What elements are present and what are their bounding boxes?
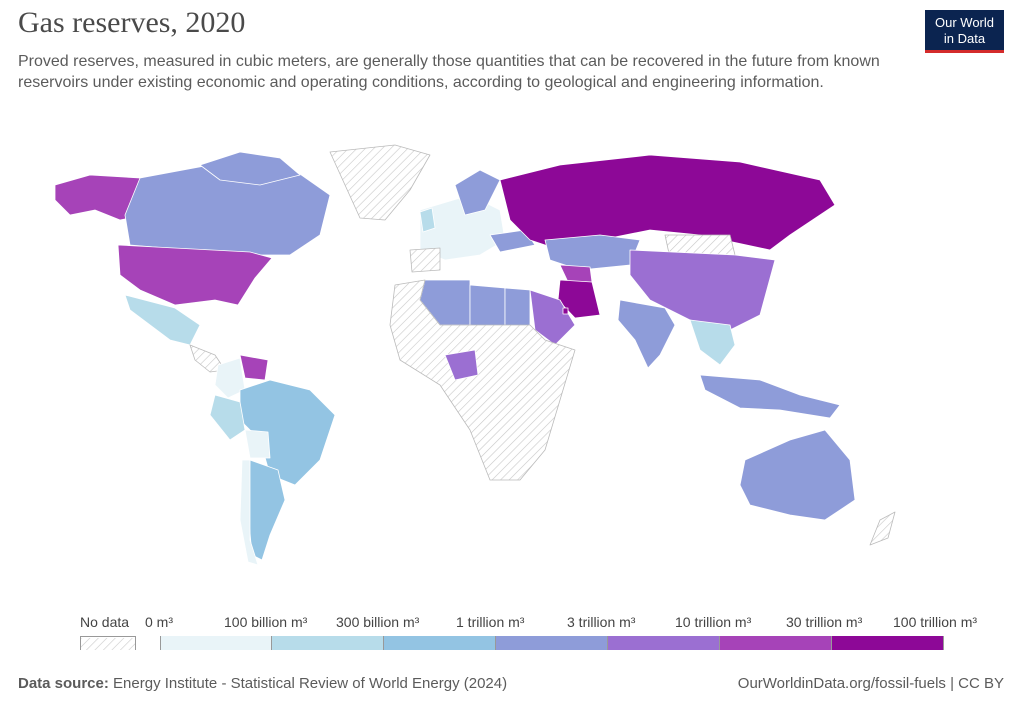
legend-tick-3: 1 trillion m³ (456, 614, 525, 630)
legend-tick-2: 300 billion m³ (336, 614, 420, 630)
ukraine-region (489, 229, 536, 253)
source-url[interactable]: OurWorldinData.org/fossil-fuels | CC BY (737, 675, 1004, 692)
legend-tick-5: 10 trillion m³ (675, 614, 752, 630)
egypt-region (504, 287, 531, 331)
iberia-region (409, 247, 441, 273)
nigeria-region (444, 349, 479, 381)
legend-bin-0[interactable] (160, 636, 272, 650)
africa-no-data-region (389, 279, 576, 481)
world-map[interactable] (0, 140, 1024, 580)
southeast-asia-region (689, 319, 736, 366)
kazakhstan-region (544, 234, 641, 271)
data-source: Data source: Energy Institute - Statisti… (18, 675, 507, 692)
saudi-arabia-region (529, 289, 576, 346)
greenland-region (329, 144, 431, 221)
owid-logo[interactable]: Our World in Data (925, 10, 1004, 53)
logo-line-2: in Data (943, 31, 986, 46)
legend-tick-1: 100 billion m³ (224, 614, 308, 630)
legend-tick-4: 3 trillion m³ (567, 614, 636, 630)
russia-region (499, 154, 836, 251)
argentina-region (247, 459, 286, 561)
venezuela-region (239, 354, 269, 381)
legend-tick-6: 30 trillion m³ (786, 614, 863, 630)
legend-bin-4[interactable] (608, 636, 720, 650)
chart-subtitle: Proved reserves, measured in cubic meter… (18, 53, 880, 91)
data-source-label: Data source: (18, 675, 109, 692)
legend-bin-2[interactable] (384, 636, 496, 650)
legend-no-data-swatch (80, 636, 136, 650)
legend-color-scale (160, 636, 944, 650)
legend-tick-0: 0 m³ (145, 614, 173, 630)
legend-no-data-label: No data (80, 614, 130, 630)
norway-region (454, 169, 501, 216)
legend-tick-7: 100 trillion m³ (893, 614, 978, 630)
turkmenistan-region (559, 264, 593, 283)
brazil-region (239, 379, 336, 486)
chart-title: Gas reserves, 2020 (18, 6, 246, 39)
australia-region (739, 429, 856, 521)
arctic-islands-region (199, 151, 301, 186)
logo-line-1: Our World (935, 15, 994, 30)
iran-region (557, 279, 601, 319)
uk-region (419, 207, 436, 233)
legend-bin-6[interactable] (832, 636, 944, 650)
legend-bin-3[interactable] (496, 636, 608, 650)
mexico-region (124, 294, 201, 346)
bolivia-region (244, 429, 271, 459)
colombia-region (214, 357, 246, 399)
data-source-text: Energy Institute - Statistical Review of… (113, 675, 508, 692)
new-zealand-region (869, 511, 896, 546)
qatar-region (562, 307, 569, 315)
peru-region (209, 394, 246, 441)
chile-region (239, 459, 259, 566)
alaska-region (54, 174, 146, 221)
legend-bin-5[interactable] (720, 636, 832, 650)
india-region (617, 299, 676, 369)
usa-region (117, 244, 273, 306)
libya-region (469, 284, 506, 331)
indonesia-region (699, 374, 841, 419)
legend-bin-1[interactable] (272, 636, 384, 650)
